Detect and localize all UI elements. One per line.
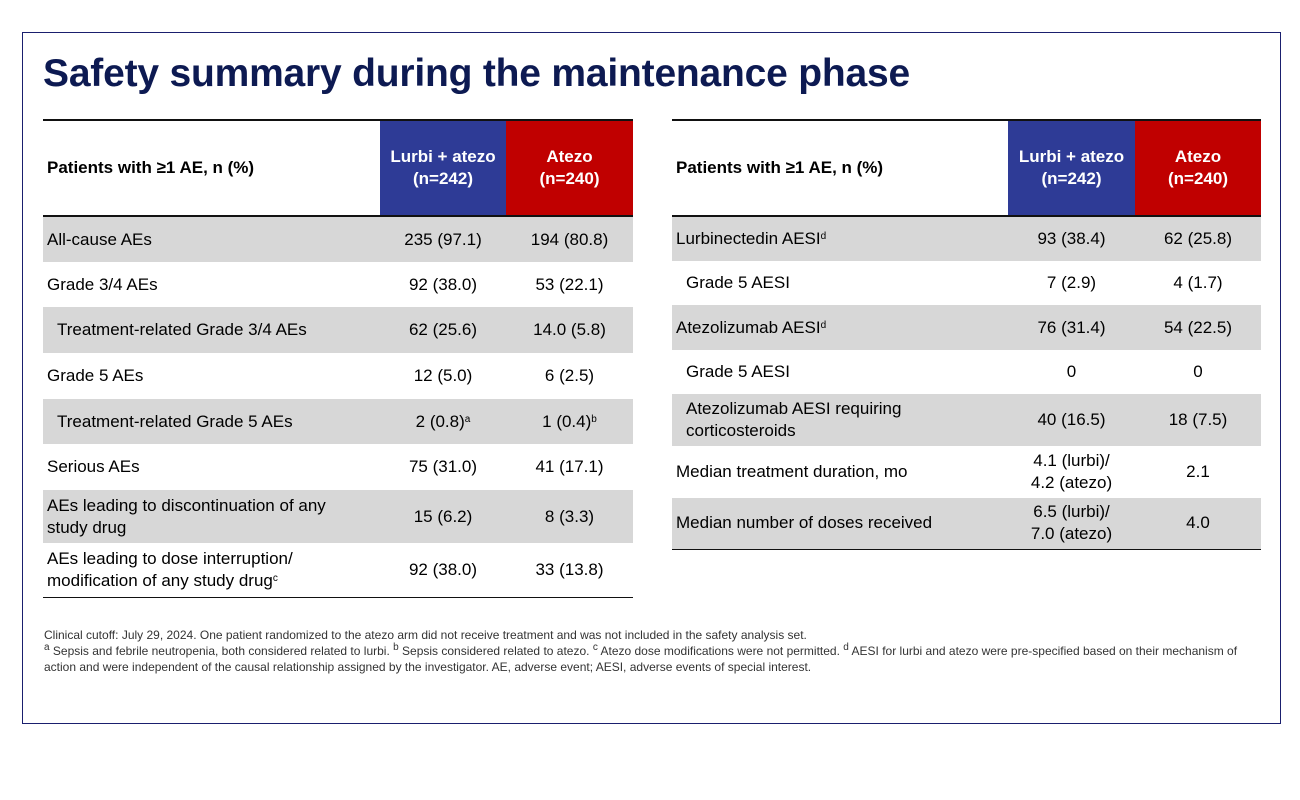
table-row: Atezolizumab AESId 76 (31.4) 54 (22.5) xyxy=(672,305,1261,350)
table-row: Serious AEs 75 (31.0) 41 (17.1) xyxy=(43,444,633,490)
atezo-value: 4 (1.7) xyxy=(1173,273,1223,292)
table-row: AEs leading to discontinuation of any stu… xyxy=(43,490,633,543)
row-label: Serious AEs xyxy=(47,457,140,476)
row-label: Grade 5 AEs xyxy=(47,366,144,385)
atezo-value: 14.0 (5.8) xyxy=(506,307,633,353)
row-label: Treatment-related Grade 5 AEs xyxy=(43,399,380,444)
atezo-value: 54 (22.5) xyxy=(1135,305,1261,350)
atezo-value: 2.1 xyxy=(1186,462,1210,481)
lurbi-value: 92 (38.0) xyxy=(380,543,506,598)
table-row: Grade 5 AEs 12 (5.0) 6 (2.5) xyxy=(43,353,633,399)
footnotes: Clinical cutoff: July 29, 2024. One pati… xyxy=(44,627,1259,675)
atezo-value: 0 xyxy=(1193,362,1203,381)
atezo-value: 41 (17.1) xyxy=(535,457,604,476)
slide-frame xyxy=(22,32,1281,724)
lurbi-value: 40 (16.5) xyxy=(1008,394,1135,446)
lurbi-value: 93 (38.4) xyxy=(1008,216,1135,261)
table-row: Atezolizumab AESI requiring corticosteroi… xyxy=(672,394,1261,446)
table-row: Grade 5 AESI 0 0 xyxy=(672,350,1261,394)
row-label: Atezolizumab AESI requiring corticosteroi… xyxy=(672,394,1008,446)
footnote-definitions: a Sepsis and febrile neutropenia, both c… xyxy=(44,642,1238,675)
atezo-value: 4.0 xyxy=(1135,498,1261,550)
lurbi-value: 92 (38.0) xyxy=(408,274,478,294)
row-label: Treatment-related Grade 3/4 AEs xyxy=(43,307,380,353)
table-header-row: Patients with ≥1 AE, n (%) Lurbi + atezo… xyxy=(672,119,1261,217)
atezo-value: 6 (2.5) xyxy=(544,366,595,385)
table-header-row: Patients with ≥1 AE, n (%) Lurbi + atezo… xyxy=(43,119,633,217)
atezo-value: 8 (3.3) xyxy=(506,490,633,543)
table-row: Lurbinectedin AESId 93 (38.4) 62 (25.8) xyxy=(672,216,1261,261)
lurbi-value: 62 (25.6) xyxy=(380,307,506,353)
lurbi-value: 235 (97.1) xyxy=(380,216,506,262)
row-label: All-cause AEs xyxy=(43,216,380,262)
row-label: Median treatment duration, mo xyxy=(676,462,908,481)
left-safety-table: Patients with ≥1 AE, n (%) Lurbi + atezo… xyxy=(43,119,633,598)
table-row: Grade 3/4 AEs 92 (38.0) 53 (22.1) xyxy=(43,262,633,307)
lurbi-value: 6.5 (lurbi)/7.0 (atezo) xyxy=(1008,498,1135,550)
header-lurbi-atezo: Lurbi + atezo (n=242) xyxy=(1008,119,1135,217)
header-label: Patients with ≥1 AE, n (%) xyxy=(43,119,380,217)
table-row: Median number of doses received 6.5 (lur… xyxy=(672,498,1261,550)
table-row: AEs leading to dose interruption/modific… xyxy=(43,543,633,598)
lurbi-value: 12 (5.0) xyxy=(413,366,473,385)
row-label: Grade 5 AESI xyxy=(686,362,790,381)
row-label: Lurbinectedin AESId xyxy=(672,216,1008,261)
lurbi-value: 0 xyxy=(1066,362,1077,381)
table-row: Treatment-related Grade 3/4 AEs 62 (25.6… xyxy=(43,307,633,353)
lurbi-value: 4.1 (lurbi)/4.2 (atezo) xyxy=(1030,451,1113,492)
right-safety-table: Patients with ≥1 AE, n (%) Lurbi + atezo… xyxy=(672,119,1261,550)
header-label: Patients with ≥1 AE, n (%) xyxy=(672,119,1008,217)
page-title: Safety summary during the maintenance ph… xyxy=(43,52,910,95)
atezo-value: 18 (7.5) xyxy=(1135,394,1261,446)
header-lurbi-atezo: Lurbi + atezo (n=242) xyxy=(380,119,506,217)
atezo-value: 62 (25.8) xyxy=(1135,216,1261,261)
table-row: Median treatment duration, mo 4.1 (lurbi… xyxy=(672,446,1261,498)
lurbi-value: 15 (6.2) xyxy=(380,490,506,543)
lurbi-value: 76 (31.4) xyxy=(1008,305,1135,350)
table-row: Treatment-related Grade 5 AEs 2 (0.8)a 1… xyxy=(43,399,633,444)
lurbi-value: 7 (2.9) xyxy=(1046,273,1097,292)
atezo-value: 33 (13.8) xyxy=(506,543,633,598)
footnote-cutoff: Clinical cutoff: July 29, 2024. One pati… xyxy=(44,628,807,642)
row-label: AEs leading to discontinuation of any stu… xyxy=(43,490,380,543)
row-label: AEs leading to dose interruption/modific… xyxy=(43,543,380,598)
atezo-value: 1 (0.4)b xyxy=(506,399,633,444)
row-label: Atezolizumab AESId xyxy=(672,305,1008,350)
row-label: Median number of doses received xyxy=(672,498,1008,550)
table-row: All-cause AEs 235 (97.1) 194 (80.8) xyxy=(43,216,633,262)
atezo-value: 53 (22.1) xyxy=(535,274,604,294)
row-label: Grade 3/4 AEs xyxy=(47,274,158,294)
lurbi-value: 2 (0.8)a xyxy=(380,399,506,444)
row-label: Grade 5 AESI xyxy=(686,273,790,292)
atezo-value: 194 (80.8) xyxy=(506,216,633,262)
table-row: Grade 5 AESI 7 (2.9) 4 (1.7) xyxy=(672,261,1261,305)
header-atezo: Atezo (n=240) xyxy=(506,119,633,217)
lurbi-value: 75 (31.0) xyxy=(408,457,478,476)
header-atezo: Atezo (n=240) xyxy=(1135,119,1261,217)
